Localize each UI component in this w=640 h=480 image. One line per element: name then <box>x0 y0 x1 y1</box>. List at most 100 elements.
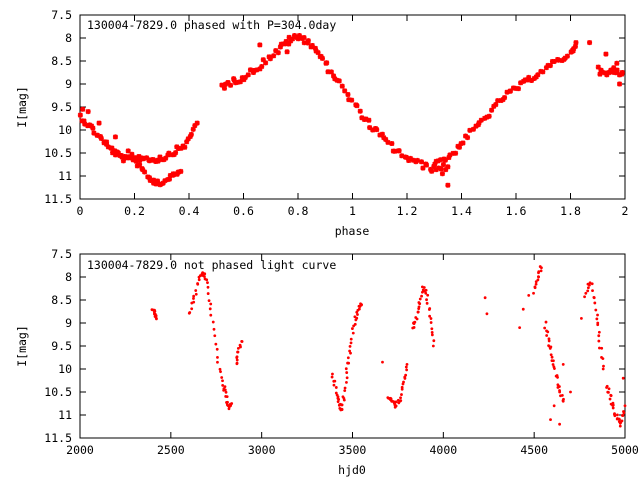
phased-data-point <box>125 148 131 154</box>
phased-data-point <box>486 113 492 119</box>
phased-data-point <box>160 180 166 186</box>
unphased-data-point <box>153 309 157 313</box>
phased-data-point <box>363 116 369 122</box>
unphased-data-point <box>607 387 611 391</box>
unphased-y-tick-label: 8.5 <box>51 293 72 307</box>
unphased-data-point <box>206 281 209 285</box>
unphased-data-point <box>595 317 599 321</box>
phased-data-point <box>325 69 331 75</box>
unphased-data-point <box>616 413 619 417</box>
unphased-data-point <box>558 422 561 426</box>
unphased-data-point <box>413 320 417 324</box>
unphased-data-point <box>236 347 240 350</box>
unphased-data-point <box>209 302 213 306</box>
phased-data-point <box>504 89 510 95</box>
phased-data-point <box>175 145 182 152</box>
phased-data-point <box>564 53 570 59</box>
phased-data-point <box>247 67 254 73</box>
unphased-data-point <box>561 363 565 366</box>
phased-data-point <box>573 40 579 46</box>
unphased-data-point <box>348 345 352 348</box>
unphased-data-point <box>621 376 625 380</box>
unphased-data-point <box>236 350 240 354</box>
phased-data-point <box>260 57 266 63</box>
unphased-data-point <box>518 326 522 329</box>
phased-data-point <box>80 106 86 112</box>
phased-data-point <box>467 127 473 133</box>
unphased-data-point <box>333 379 337 383</box>
phased-x-tick-label: 0.6 <box>233 204 254 218</box>
phased-data-point <box>312 45 318 51</box>
phased-data-point <box>81 118 87 124</box>
unphased-data-point <box>346 356 350 360</box>
phased-data-point <box>263 60 269 66</box>
phased-data-point <box>147 177 153 184</box>
unphased-y-ticks: 7.5 8 8.5 9 9.5 10 10.5 11 11.5 <box>44 247 625 445</box>
unphased-data-point <box>225 395 229 398</box>
unphased-data-point <box>336 400 340 404</box>
phased-y-tick-label: 8 <box>65 31 72 45</box>
unphased-data-point <box>418 297 422 301</box>
phased-x-tick-label: 0.8 <box>288 204 309 218</box>
unphased-data-point <box>400 393 403 396</box>
unphased-data-point <box>349 351 352 355</box>
unphased-data-point <box>331 372 334 376</box>
phased-x-tick-label: 0.2 <box>124 204 145 218</box>
unphased-y-tick-label: 7.5 <box>51 247 72 261</box>
unphased-data-point <box>194 289 198 292</box>
phased-data-point <box>185 136 191 142</box>
unphased-data-point <box>424 291 428 295</box>
unphased-data-point <box>219 370 222 374</box>
phased-data-point <box>138 155 144 161</box>
unphased-data-point <box>215 347 219 351</box>
unphased-data-point <box>551 363 555 366</box>
unphased-y-tick-label: 8 <box>65 270 72 284</box>
unphased-y-tick-label: 10.5 <box>44 385 72 399</box>
unphased-data-point <box>412 326 416 329</box>
unphased-data-point <box>349 341 353 345</box>
unphased-x-tick-label: 4000 <box>429 443 457 457</box>
unphased-data-point <box>402 380 405 384</box>
unphased-data-point <box>621 414 624 417</box>
unphased-data-point <box>586 289 590 293</box>
phased-data-point <box>115 150 121 156</box>
unphased-data-point <box>592 296 596 300</box>
phased-data-point <box>120 158 126 164</box>
unphased-data-point <box>611 401 615 405</box>
phased-data-point <box>366 117 372 123</box>
unphased-data-point <box>547 339 551 343</box>
phased-data-point <box>267 56 273 62</box>
unphased-data-point <box>547 337 551 341</box>
phased-x-tick-label: 1 <box>349 204 356 218</box>
unphased-data-point <box>597 334 601 338</box>
phased-data-point <box>595 64 601 70</box>
phased-data-point <box>150 157 156 163</box>
unphased-data-point <box>240 340 244 343</box>
phased-chart-title: 130004-7829.0 phased with P=304.0day <box>87 18 336 32</box>
phased-data-point <box>105 144 111 150</box>
phased-data-point <box>429 168 435 174</box>
phased-data-point <box>392 148 398 154</box>
unphased-data-point <box>553 367 556 370</box>
phased-data-point <box>493 101 499 108</box>
phased-data-point <box>438 166 444 172</box>
unphased-data-point <box>381 360 384 364</box>
unphased-data-point <box>216 360 219 364</box>
phased-data-point <box>535 72 541 78</box>
unphased-data-point <box>330 375 334 379</box>
phased-y-tick-label: 9 <box>65 77 72 91</box>
unphased-data-point <box>429 317 433 320</box>
phased-data-point <box>109 150 116 156</box>
unphased-data-point <box>596 313 599 317</box>
phased-data-point <box>146 158 153 164</box>
unphased-x-ticks: 2000 2500 3000 3500 4000 4500 5000 <box>66 254 639 457</box>
phased-data-point <box>231 77 237 83</box>
phased-data-point <box>418 159 425 165</box>
phased-data-point <box>328 69 334 75</box>
unphased-data-point <box>611 406 615 410</box>
unphased-data-point <box>549 418 552 421</box>
phased-data-point <box>227 82 234 88</box>
phased-data-point <box>295 36 301 42</box>
phased-data-point <box>162 178 168 184</box>
